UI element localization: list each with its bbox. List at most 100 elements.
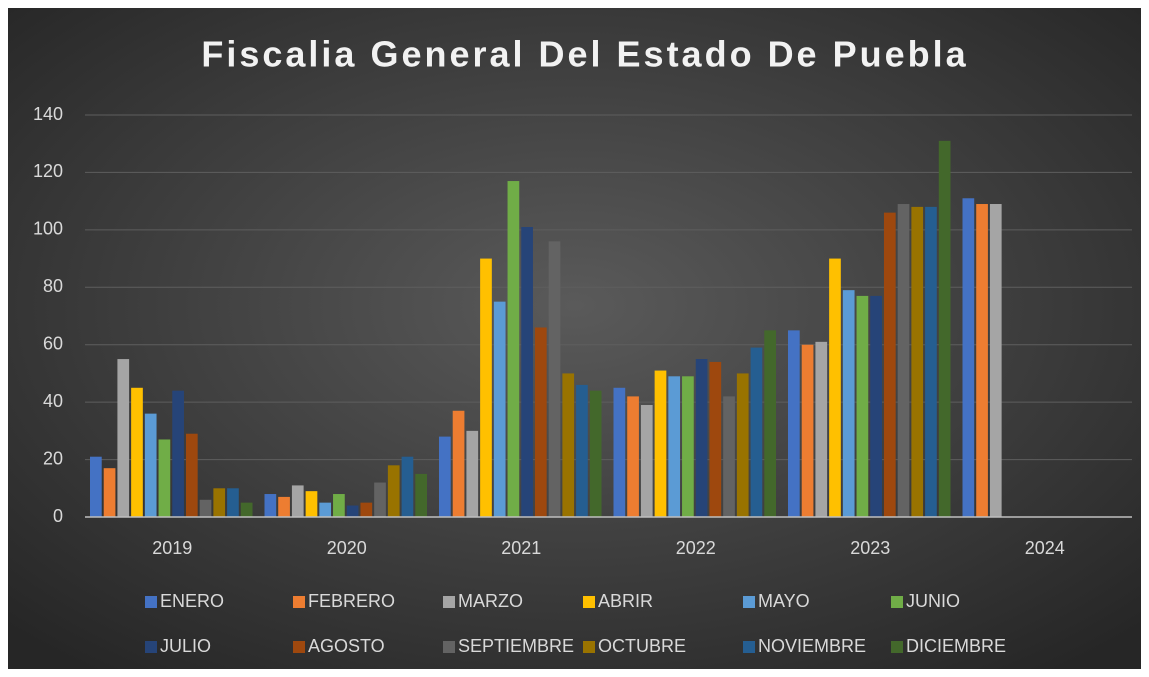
bar: [654, 370, 667, 517]
legend-label: FEBRERO: [308, 591, 395, 611]
legend-label: JUNIO: [906, 591, 960, 611]
y-tick-label: 120: [33, 161, 63, 181]
legend-swatch: [293, 596, 305, 608]
y-tick-label: 40: [43, 391, 63, 411]
x-tick-label: 2019: [152, 538, 192, 558]
bar: [466, 430, 479, 517]
bar: [103, 468, 116, 517]
legend-swatch: [891, 641, 903, 653]
bar: [815, 341, 828, 517]
bar: [185, 433, 198, 517]
bar: [856, 295, 869, 517]
bar: [401, 456, 414, 517]
bar: [925, 206, 937, 517]
legend-swatch: [145, 641, 157, 653]
chart-title: Fiscalia General Del Estado De Puebla: [201, 34, 968, 75]
bar: [387, 465, 400, 517]
legend-swatch: [443, 596, 455, 608]
bar: [709, 361, 722, 517]
legend-label: ABRIR: [598, 591, 653, 611]
bar: [695, 359, 708, 517]
bar: [346, 505, 359, 517]
bar: [962, 198, 975, 517]
bar: [938, 140, 951, 518]
bar: [883, 212, 896, 517]
bar: [589, 390, 602, 517]
x-tick-label: 2022: [676, 538, 716, 558]
bar: [240, 502, 253, 517]
legend-swatch: [443, 641, 455, 653]
bar: [562, 373, 575, 517]
bar: [480, 258, 492, 517]
legend-swatch: [583, 641, 595, 653]
bar: [534, 327, 547, 517]
y-tick-label: 60: [43, 333, 63, 353]
bar: [172, 390, 184, 517]
legend-swatch: [583, 596, 595, 608]
bar: [640, 405, 653, 517]
x-tick-label: 2021: [501, 538, 541, 558]
legend-swatch: [145, 596, 157, 608]
bar: [305, 491, 318, 517]
bar: [976, 204, 988, 517]
legend-swatch: [743, 596, 755, 608]
bar: [452, 410, 465, 517]
bar: [870, 295, 882, 517]
bar: [507, 181, 520, 518]
bar: [682, 376, 694, 517]
bar: [158, 439, 171, 517]
y-tick-label: 20: [43, 448, 63, 468]
bar: [842, 290, 855, 517]
bar: [291, 485, 304, 517]
legend-label: DICIEMBRE: [906, 636, 1006, 656]
legend-label: ENERO: [160, 591, 224, 611]
bar: [989, 204, 1002, 517]
legend-label: NOVIEMBRE: [758, 636, 866, 656]
bar: [723, 396, 735, 517]
legend-swatch: [891, 596, 903, 608]
y-tick-label: 140: [33, 104, 63, 124]
bar: [415, 473, 427, 517]
x-tick-label: 2024: [1025, 538, 1065, 558]
x-tick-label: 2023: [850, 538, 890, 558]
legend-swatch: [293, 641, 305, 653]
bar: [213, 488, 226, 517]
legend-label: MARZO: [458, 591, 523, 611]
bar: [278, 496, 290, 517]
bar: [829, 258, 841, 517]
legend-label: SEPTIEMBRE: [458, 636, 574, 656]
bar: [199, 499, 212, 517]
bar: [911, 206, 924, 517]
legend-label: AGOSTO: [308, 636, 385, 656]
legend-label: MAYO: [758, 591, 810, 611]
bar: [333, 494, 345, 517]
bar: [319, 502, 332, 517]
y-tick-label: 100: [33, 219, 63, 239]
bar: [548, 241, 561, 518]
bar: [613, 387, 626, 517]
bar: [521, 226, 533, 517]
bar: [144, 413, 157, 517]
bar: [668, 376, 681, 517]
bar: [736, 373, 749, 517]
bar: [897, 204, 910, 517]
x-tick-label: 2020: [327, 538, 367, 558]
bar: [493, 301, 506, 517]
bar: [439, 436, 451, 517]
y-tick-label: 0: [53, 506, 63, 526]
bar: [374, 482, 386, 517]
bar: [750, 347, 763, 517]
y-tick-label: 80: [43, 276, 63, 296]
bar: [627, 396, 639, 517]
bar: [264, 494, 277, 517]
bar: [360, 502, 373, 517]
bar: [117, 359, 130, 517]
legend-label: OCTUBRE: [598, 636, 686, 656]
legend-swatch: [743, 641, 755, 653]
bar: [764, 330, 776, 517]
bar: [788, 330, 800, 517]
chart-background: [8, 8, 1141, 669]
bar: [227, 488, 239, 517]
bar: [131, 387, 143, 517]
